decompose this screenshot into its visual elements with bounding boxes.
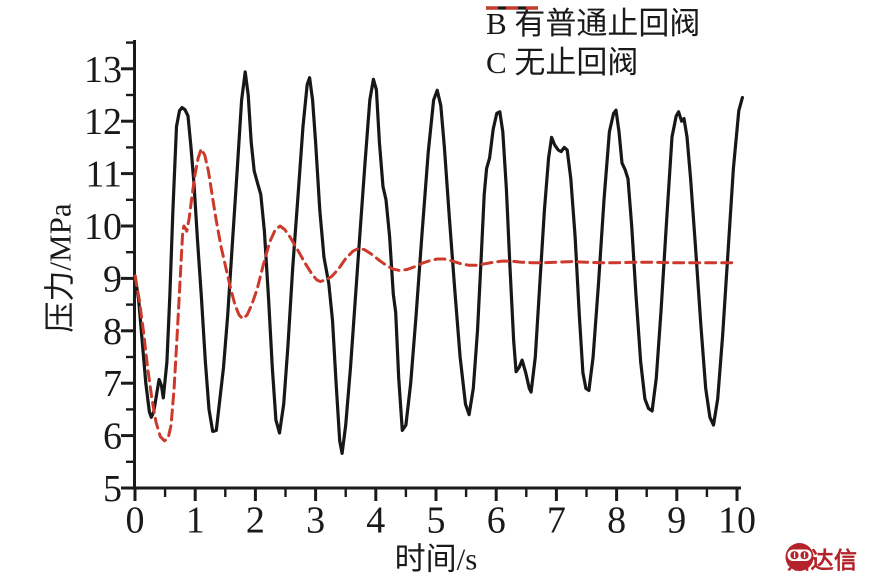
y-tick-label: 7: [103, 363, 122, 405]
x-axis-title: 时间/s: [394, 541, 478, 577]
x-tick-label: 8: [607, 500, 626, 542]
legend: B 有普通止回阀 C 无止回阀: [486, 4, 700, 82]
y-tick-label: 10: [84, 206, 122, 248]
y-tick-label: 12: [84, 101, 122, 143]
y-tick-label: 13: [84, 49, 122, 91]
x-tick-label: 3: [306, 500, 325, 542]
legend-dashed-line-icon: [486, 6, 538, 10]
y-tick-label: 9: [103, 258, 122, 300]
x-tick-label: 9: [667, 500, 686, 542]
x-tick-label: 2: [246, 500, 265, 542]
y-axis-title: 压力/MPa: [42, 203, 78, 333]
legend-label-c: C 无止回阀: [486, 45, 639, 80]
legend-item-c: C 无止回阀: [486, 6, 700, 82]
x-tick-label: 6: [487, 500, 506, 542]
series-c-line: [133, 147, 739, 443]
x-tick-label: 0: [126, 500, 145, 542]
legend-item-b: B 有普通止回阀: [486, 4, 700, 43]
legend-label-b: B 有普通止回阀: [486, 6, 701, 41]
x-tick-label: 7: [547, 500, 566, 542]
y-tick-label: 6: [103, 416, 122, 458]
series-b-line: [133, 70, 744, 455]
y-tick-label: 5: [103, 468, 122, 510]
x-tick-label: 1: [186, 500, 205, 542]
y-tick-label: 8: [103, 311, 122, 353]
x-tick-label: 10: [718, 500, 756, 542]
y-tick-label: 11: [85, 154, 122, 196]
x-tick-label: 5: [427, 500, 446, 542]
watermark: 鼎达信: [784, 541, 858, 575]
dingdaxin-seal-icon: [785, 543, 814, 571]
x-tick-label: 4: [366, 500, 385, 542]
